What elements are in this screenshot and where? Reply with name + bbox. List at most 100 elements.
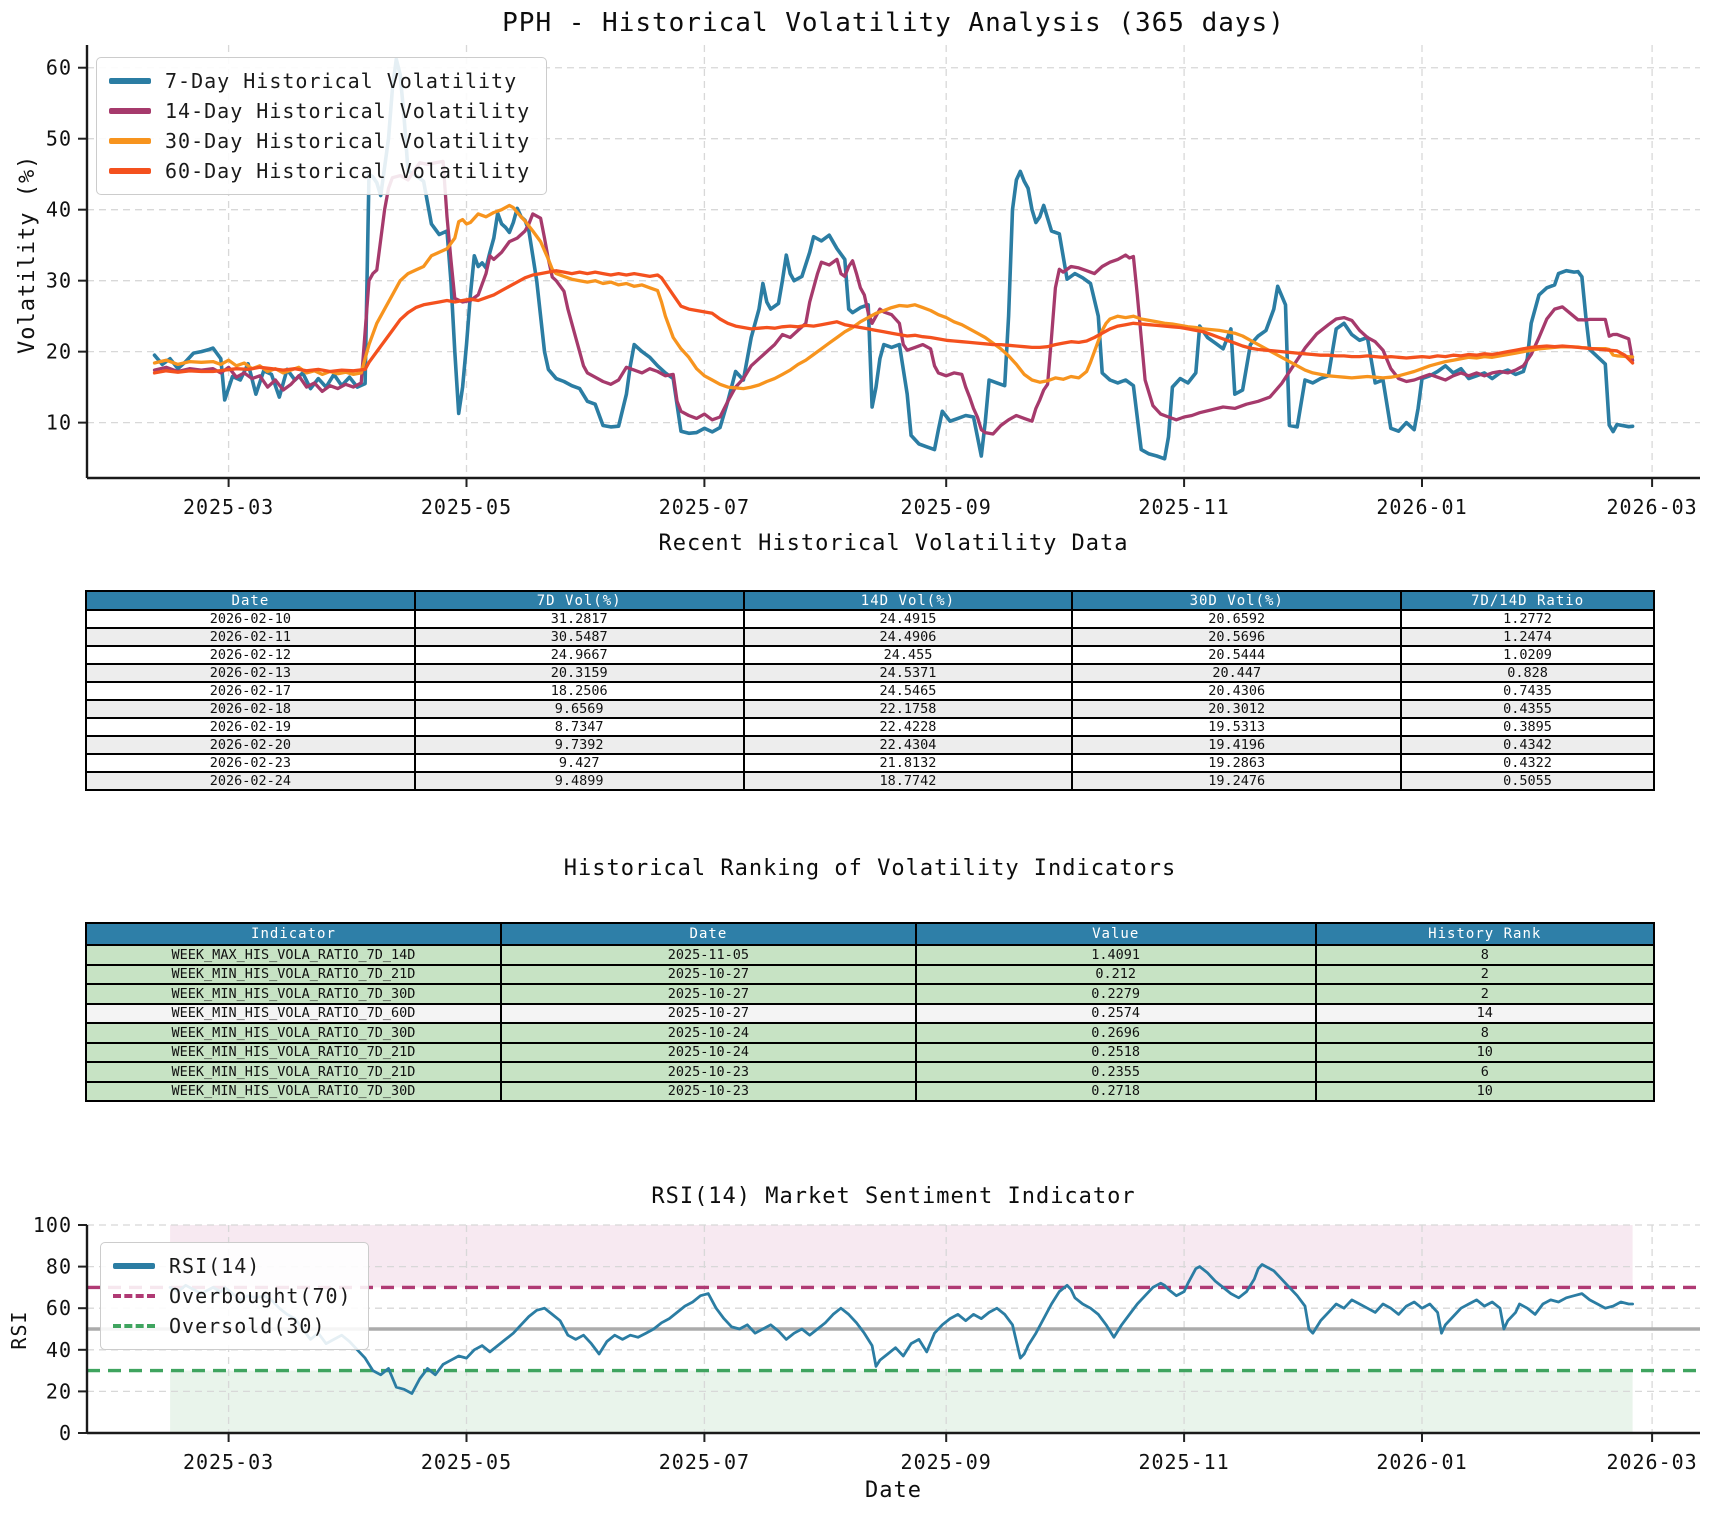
legend-label: 14-Day Historical Volatility <box>165 99 531 123</box>
table-cell: WEEK_MIN_HIS_VOLA_RATIO_7D_30D <box>85 983 502 1005</box>
table-cell: 22.4304 <box>742 735 1074 755</box>
header-row: Indicator Date Value History Rank <box>85 922 1656 946</box>
column-header: 30D Vol(%) <box>1071 590 1403 611</box>
column-header: Indicator <box>85 922 502 946</box>
table-row: 2026-02-11 30.5487 24.4906 20.5696 1.2474 <box>85 627 1655 647</box>
table-cell: 0.4322 <box>1400 753 1655 773</box>
y-tick-label: 20 <box>46 1379 72 1403</box>
table-cell: WEEK_MIN_HIS_VOLA_RATIO_7D_30D <box>85 1080 502 1102</box>
rsi-y-axis-label: RSI <box>7 1310 31 1350</box>
legend-label: Oversold(30) <box>169 1314 326 1338</box>
table-cell: 19.2476 <box>1071 771 1403 791</box>
legend-item: 30-Day Historical Volatility <box>109 126 530 156</box>
table-cell: 2025-10-27 <box>499 983 917 1005</box>
rsi-chart-legend: RSI(14) Overbought(70) Oversold(30) <box>100 1242 369 1350</box>
volatility-chart-title: PPH - Historical Volatility Analysis (36… <box>502 8 1285 38</box>
table-cell: 0.5055 <box>1400 771 1655 791</box>
table-cell: 2026-02-20 <box>85 735 416 755</box>
table-cell: 2026-02-11 <box>85 627 416 647</box>
legend-item: 14-Day Historical Volatility <box>109 96 530 126</box>
table-cell: 20.5696 <box>1071 627 1403 647</box>
table-cell: 2025-10-24 <box>499 1041 917 1063</box>
table-cell: 24.9667 <box>413 645 745 665</box>
table-cell: 24.4915 <box>742 609 1074 629</box>
x-tick-label: 2025-09 <box>901 1450 992 1474</box>
table-cell: 24.5465 <box>742 681 1074 701</box>
header-row: Date 7D Vol(%) 14D Vol(%) 30D Vol(%) 7D/14D … <box>85 590 1655 611</box>
table-cell: 8 <box>1314 1022 1656 1044</box>
table-row: 2026-02-12 24.9667 24.455 20.5444 1.0209 <box>85 645 1655 665</box>
table-cell: 2026-02-13 <box>85 663 416 683</box>
y-tick-label: 50 <box>46 127 72 151</box>
table-cell: 8.7347 <box>413 717 745 737</box>
table-cell: 20.3012 <box>1071 699 1403 719</box>
table-cell: 31.2817 <box>413 609 745 629</box>
table-cell: 6 <box>1314 1061 1656 1083</box>
table-row: WEEK_MIN_HIS_VOLA_RATIO_7D_30D 2025-10-27… <box>85 983 1656 1005</box>
table-cell: 19.4196 <box>1071 735 1403 755</box>
table-cell: 2 <box>1314 983 1656 1005</box>
table-cell: 2025-10-27 <box>499 963 917 985</box>
y-tick-label: 80 <box>46 1255 72 1279</box>
table-cell: 9.6569 <box>413 699 745 719</box>
x-tick-label: 2025-11 <box>1138 1450 1229 1474</box>
table-cell: 0.3895 <box>1400 717 1655 737</box>
rsi-chart-title: RSI(14) Market Sentiment Indicator <box>651 1184 1136 1209</box>
table-row: WEEK_MIN_HIS_VOLA_RATIO_7D_60D 2025-10-27… <box>85 1002 1656 1024</box>
table-cell: WEEK_MIN_HIS_VOLA_RATIO_7D_60D <box>85 1002 502 1024</box>
table-cell: 2025-10-23 <box>499 1061 917 1083</box>
table-cell: 2026-02-23 <box>85 753 416 773</box>
table-cell: 0.2718 <box>914 1080 1317 1102</box>
table-cell: 2025-10-24 <box>499 1022 917 1044</box>
legend-label: RSI(14) <box>169 1254 261 1278</box>
x-tick-label: 2026-03 <box>1606 495 1697 519</box>
table-row: 2026-02-10 31.2817 24.4915 20.6592 1.2772 <box>85 609 1655 629</box>
table-cell: 21.8132 <box>742 753 1074 773</box>
table-cell: 1.2474 <box>1400 627 1655 647</box>
table-cell: 8 <box>1314 944 1656 966</box>
volatility-y-axis-label: Volatility (%) <box>15 154 40 354</box>
x-tick-label: 2025-07 <box>659 1450 750 1474</box>
table-cell: 0.212 <box>914 963 1317 985</box>
table-cell: 24.4906 <box>742 627 1074 647</box>
table-row: 2026-02-19 8.7347 22.4228 19.5313 0.3895 <box>85 717 1655 737</box>
table-cell: 0.2279 <box>914 983 1317 1005</box>
table-row: WEEK_MIN_HIS_VOLA_RATIO_7D_21D 2025-10-24… <box>85 1041 1656 1063</box>
table-cell: 19.2863 <box>1071 753 1403 773</box>
table-cell: 2026-02-17 <box>85 681 416 701</box>
y-tick-label: 40 <box>46 1338 72 1362</box>
column-header: History Rank <box>1314 922 1656 946</box>
table-row: 2026-02-13 20.3159 24.5371 20.447 0.828 <box>85 663 1655 683</box>
x-tick-label: 2026-03 <box>1606 1450 1697 1474</box>
table-cell: 20.4306 <box>1071 681 1403 701</box>
x-tick-label: 2025-05 <box>421 495 512 519</box>
y-tick-label: 20 <box>46 340 72 364</box>
legend-label: 7-Day Historical Volatility <box>165 69 518 93</box>
date-axis-label: Date <box>865 1478 922 1503</box>
table-cell: 1.4091 <box>914 944 1317 966</box>
table-row: 2026-02-20 9.7392 22.4304 19.4196 0.4342 <box>85 735 1655 755</box>
table-row: 2026-02-23 9.427 21.8132 19.2863 0.4322 <box>85 753 1655 773</box>
x-tick-label: 2026-01 <box>1376 1450 1467 1474</box>
oversold-zone <box>170 1370 1633 1433</box>
table-cell: 14 <box>1314 1002 1656 1024</box>
y-tick-label: 0 <box>59 1421 72 1445</box>
legend-item: 60-Day Historical Volatility <box>109 156 530 186</box>
y-tick-label: 60 <box>46 1296 72 1320</box>
table-cell: 10 <box>1314 1080 1656 1102</box>
table-cell: 0.2574 <box>914 1002 1317 1024</box>
table-cell: 10 <box>1314 1041 1656 1063</box>
x-tick-label: 2025-11 <box>1138 495 1229 519</box>
x-tick-label: 2025-07 <box>659 495 750 519</box>
table-cell: 0.7435 <box>1400 681 1655 701</box>
legend-label: 30-Day Historical Volatility <box>165 129 531 153</box>
table-cell: 30.5487 <box>413 627 745 647</box>
ranking-section-title: Historical Ranking of Volatility Indicat… <box>563 856 1177 881</box>
table-cell: 20.3159 <box>413 663 745 683</box>
table-cell: WEEK_MIN_HIS_VOLA_RATIO_7D_21D <box>85 963 502 985</box>
table-row: 2026-02-24 9.4899 18.7742 19.2476 0.5055 <box>85 771 1655 791</box>
column-header: 7D Vol(%) <box>413 590 745 611</box>
column-header: Date <box>85 590 416 611</box>
table-cell: 0.2355 <box>914 1061 1317 1083</box>
